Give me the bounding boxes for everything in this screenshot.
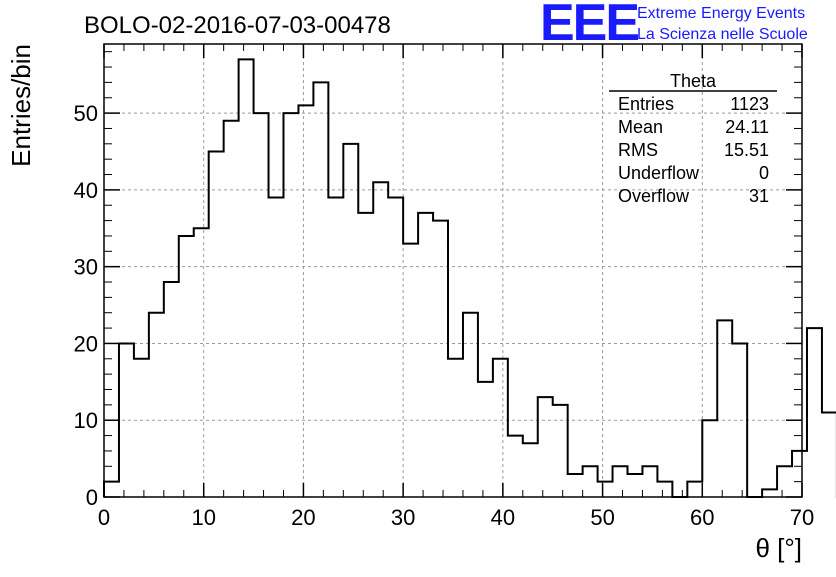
y-tick-label: 40: [74, 178, 98, 203]
y-axis-title: Entries/bin: [6, 44, 36, 167]
stats-box-title: Theta: [670, 71, 717, 91]
y-tick-label: 30: [74, 255, 98, 280]
x-tick-label: 50: [590, 505, 614, 530]
eee-logo: EEE: [540, 0, 638, 52]
brand-line-2: La Scienza nelle Scuole: [637, 26, 808, 43]
stats-value-rms: 15.51: [724, 140, 769, 160]
y-tick-labels: 0 10 20 30 40 50: [74, 101, 98, 510]
plot-frame: [103, 43, 803, 498]
y-tick-label: 0: [86, 485, 98, 510]
stats-label-mean: Mean: [618, 117, 663, 137]
x-tick-label: 20: [291, 505, 315, 530]
stats-value-underflow: 0: [759, 163, 769, 183]
stats-label-underflow: Underflow: [618, 163, 700, 183]
x-tick-label: 40: [491, 505, 515, 530]
axis-ticks: [103, 44, 803, 498]
chart-title: BOLO-02-2016-07-03-00478: [84, 12, 391, 39]
stats-box: Theta Entries 1123 Mean 24.11 RMS 15.51 …: [609, 71, 777, 206]
x-tick-labels: 0 10 20 30 40 50 60 70: [98, 505, 814, 530]
x-tick-label: 70: [790, 505, 814, 530]
x-axis-title: θ [°]: [755, 533, 802, 563]
eee-branding: EEE Extreme Energy Events La Scienza nel…: [540, 0, 808, 52]
y-tick-label: 10: [74, 408, 98, 433]
stats-value-mean: 24.11: [725, 117, 769, 137]
stats-value-overflow: 31: [749, 186, 769, 206]
histogram-step-line: [103, 58, 836, 498]
y-tick-label: 20: [74, 331, 98, 356]
stats-label-overflow: Overflow: [618, 186, 690, 206]
x-tick-label: 10: [191, 505, 215, 530]
grid-lines: [104, 44, 802, 497]
x-tick-label: 60: [690, 505, 714, 530]
x-tick-label: 30: [391, 505, 415, 530]
brand-line-1: Extreme Energy Events: [637, 5, 805, 22]
stats-label-rms: RMS: [618, 140, 658, 160]
y-tick-label: 50: [74, 101, 98, 126]
x-tick-label: 0: [98, 505, 110, 530]
stats-label-entries: Entries: [618, 94, 674, 114]
stats-value-entries: 1123: [730, 94, 769, 114]
